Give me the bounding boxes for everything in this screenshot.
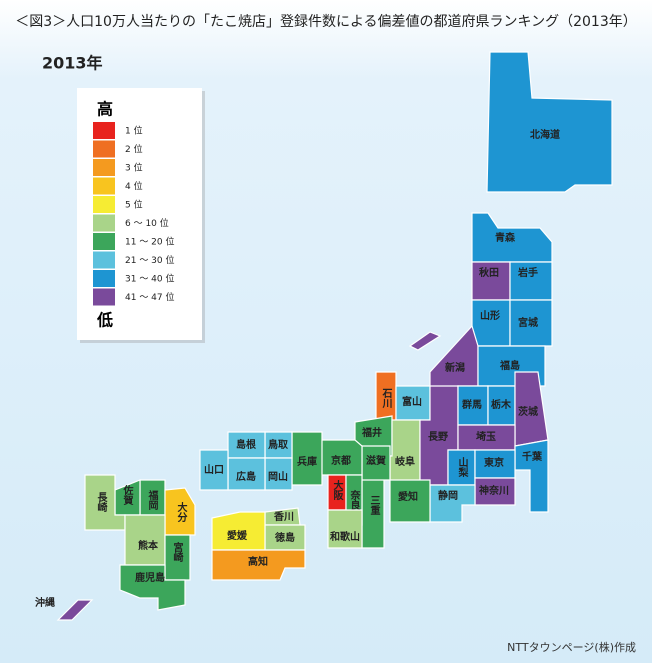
prefecture-label: 富山 [402, 395, 422, 408]
credit: NTTタウンページ(株)作成 [507, 640, 636, 654]
prefecture-label: 福島 [499, 359, 520, 372]
legend-swatch [93, 214, 115, 232]
prefecture-label: 岡山 [268, 470, 288, 483]
prefecture-label: 新潟 [445, 361, 465, 374]
prefecture-label: 山梨 [456, 456, 469, 478]
prefecture-label: 群馬 [462, 398, 482, 411]
legend-low: 低 [96, 311, 113, 330]
legend-swatch [93, 233, 115, 250]
prefecture-label: 秋田 [479, 266, 499, 279]
prefecture-shape [124, 514, 166, 566]
legend-label: 2 位 [125, 143, 143, 155]
prefecture-shape [119, 564, 186, 611]
legend-swatch [93, 177, 115, 195]
legend: 1 位 2 位 3 位 4 位 5 位 6 ～ 10 位 11 ～ 20 位 21 ～ 30 … [93, 122, 175, 306]
prefecture-label: 長崎 [95, 492, 107, 513]
prefecture-label: 鳥取 [268, 438, 289, 451]
prefecture-shape [211, 511, 266, 551]
title: ＜図3＞人口10万人当たりの「たこ焼店」登録件数による偏差値の都道府県ランキング… [15, 14, 637, 30]
prefecture-shape [327, 509, 363, 549]
prefecture-label: 栃木 [491, 398, 512, 411]
prefecture-label: 山口 [204, 463, 224, 476]
prefecture-label: 埼玉 [476, 430, 496, 443]
prefecture-label: 兵庫 [297, 455, 317, 468]
legend-label: 3 位 [125, 162, 143, 174]
prefecture-label: 熊本 [138, 539, 159, 552]
prefecture-shape [389, 479, 431, 523]
prefecture-shape [486, 51, 613, 193]
prefecture-label: 京都 [331, 454, 351, 467]
legend-label: 21 ～ 30 位 [125, 254, 175, 266]
prefecture-shape [408, 331, 442, 351]
legend-label: 11 ～ 20 位 [125, 236, 175, 248]
prefecture-shape [211, 549, 306, 581]
prefecture-shape [199, 449, 229, 491]
prefecture-label: 宮城 [518, 316, 538, 329]
legend-label: 41 ～ 47 位 [125, 291, 175, 303]
prefecture-label: 大分 [175, 501, 187, 523]
prefecture-label: 徳島 [274, 531, 295, 544]
prefecture-label: 沖縄 [35, 596, 55, 609]
prefecture-label: 三重 [368, 495, 380, 515]
prefecture-label: 高知 [248, 555, 268, 568]
legend-label: 5 位 [125, 199, 143, 211]
prefecture-shape [509, 299, 553, 347]
prefecture-shape [471, 299, 511, 347]
prefecture-label: 岩手 [517, 266, 538, 279]
prefecture-label: 長野 [428, 431, 448, 443]
prefecture-label: 鹿児島 [135, 571, 165, 584]
prefecture-label: 島根 [236, 438, 256, 451]
legend-swatch [93, 270, 115, 287]
prefecture-label: 佐賀 [121, 484, 134, 506]
prefecture-label: 茨城 [518, 405, 538, 418]
legend-label: 6 ～ 10 位 [125, 217, 169, 229]
prefecture-label: 奈良 [348, 489, 361, 511]
prefecture-label: 愛媛 [227, 529, 248, 542]
legend-high: 高 [97, 100, 113, 119]
prefecture-label: 滋賀 [366, 454, 386, 467]
prefecture-label: 神奈川 [479, 484, 509, 497]
prefecture-label: 静岡 [438, 489, 458, 502]
legend-swatch [93, 122, 115, 139]
legend-swatch [93, 140, 115, 158]
legend-swatch [93, 251, 115, 269]
prefecture-label: 和歌山 [329, 530, 360, 543]
prefecture-label: 青森 [495, 231, 516, 244]
prefecture-label: 石川 [380, 388, 393, 409]
prefecture-label: 宮崎 [171, 541, 183, 563]
prefecture-label: 山形 [480, 309, 500, 322]
legend-swatch [93, 196, 115, 213]
legend-label: 1 位 [125, 125, 143, 137]
prefecture-shape [56, 599, 94, 621]
prefecture-label: 千葉 [522, 450, 543, 463]
prefecture-label: 大阪 [331, 479, 343, 501]
prefecture-label: 福岡 [146, 489, 159, 511]
prefecture-label: 愛知 [398, 490, 418, 503]
legend-swatch [93, 288, 115, 306]
prefecture-label: 広島 [236, 470, 256, 483]
prefecture-label: 北海道 [530, 128, 560, 141]
prefecture-label: 香川 [274, 510, 294, 523]
year-label: 2013年 [42, 54, 103, 73]
legend-swatch [93, 159, 115, 176]
prefecture-label: 福井 [361, 426, 382, 439]
prefecture-label: 岐阜 [395, 455, 415, 468]
prefecture-label: 東京 [484, 456, 504, 469]
legend-label: 31 ～ 40 位 [125, 273, 175, 285]
legend-label: 4 位 [125, 180, 143, 192]
